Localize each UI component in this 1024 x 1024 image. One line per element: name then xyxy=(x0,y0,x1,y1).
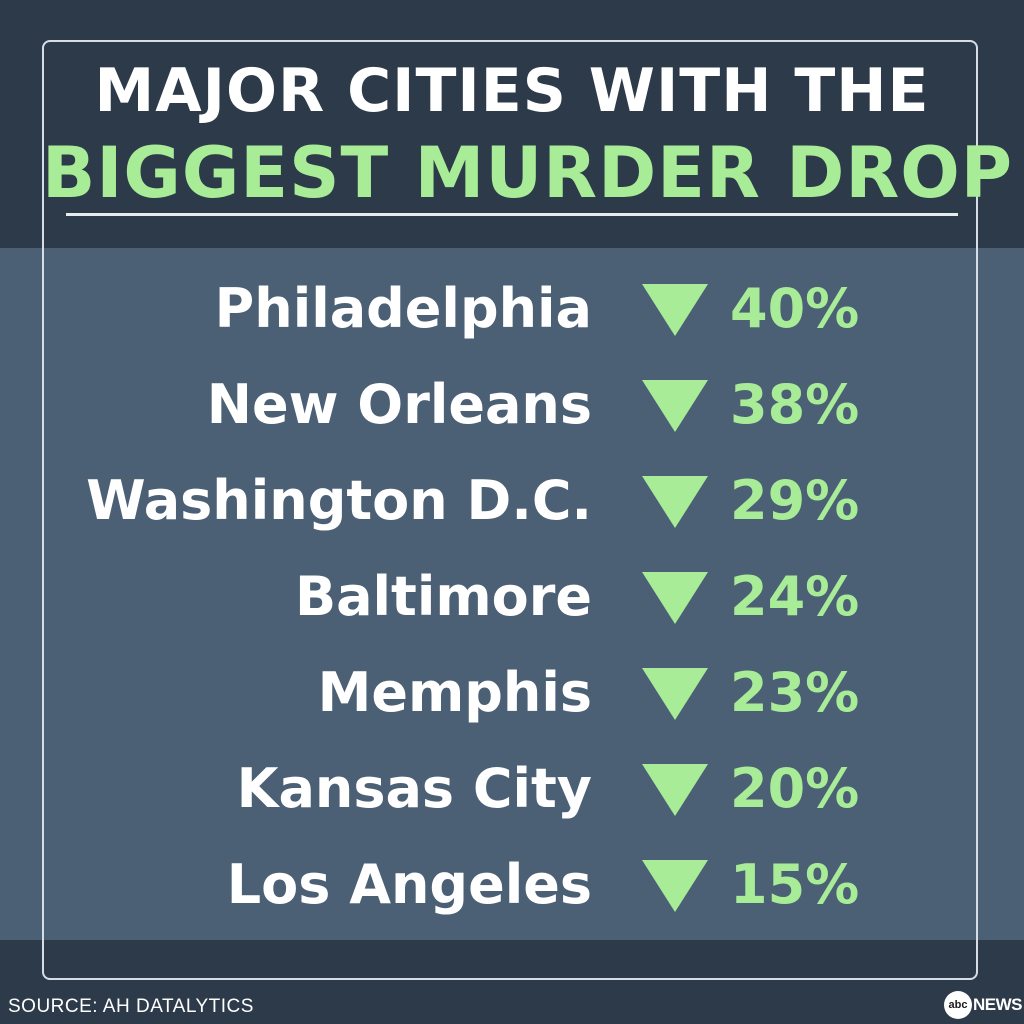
list-item: New Orleans 38% xyxy=(0,358,1024,454)
down-triangle-icon xyxy=(642,860,708,912)
news-logo-text: NEWS xyxy=(973,995,1023,1014)
card-frame xyxy=(42,40,978,980)
list-item: Memphis 23% xyxy=(0,646,1024,742)
abc-logo-circle: abc xyxy=(944,991,972,1019)
down-triangle-icon xyxy=(642,476,708,528)
source-credit: SOURCE: AH DATALYTICS xyxy=(8,996,254,1017)
list-item: Philadelphia 40% xyxy=(0,262,1024,358)
down-triangle-icon xyxy=(642,668,708,720)
city-name: Philadelphia xyxy=(214,277,592,340)
drop-percent: 38% xyxy=(730,373,860,436)
drop-percent: 20% xyxy=(730,757,860,820)
drop-percent: 24% xyxy=(730,565,860,628)
city-name: Kansas City xyxy=(236,757,592,820)
city-name: New Orleans xyxy=(206,373,592,436)
city-name: Baltimore xyxy=(294,565,592,628)
abc-news-logo: abc NEWS xyxy=(944,990,1023,1020)
footer-band xyxy=(0,940,1024,1024)
city-name: Los Angeles xyxy=(226,853,592,916)
down-triangle-icon xyxy=(642,284,708,336)
title-divider xyxy=(66,213,958,216)
drop-percent: 40% xyxy=(730,277,860,340)
list-item: Baltimore 24% xyxy=(0,550,1024,646)
down-triangle-icon xyxy=(642,380,708,432)
list-item: Los Angeles 15% xyxy=(0,838,1024,934)
title-line-1: MAJOR CITIES WITH THE xyxy=(94,56,930,126)
down-triangle-icon xyxy=(642,572,708,624)
title-line-2: BIGGEST MURDER DROP xyxy=(42,132,1014,214)
list-item: Washington D.C. 29% xyxy=(0,454,1024,550)
down-triangle-icon xyxy=(642,764,708,816)
drop-percent: 15% xyxy=(730,853,860,916)
drop-percent: 23% xyxy=(730,661,860,724)
content-band xyxy=(0,248,1024,940)
drop-percent: 29% xyxy=(730,469,860,532)
city-name: Memphis xyxy=(317,661,592,724)
list-item: Kansas City 20% xyxy=(0,742,1024,838)
city-name: Washington D.C. xyxy=(86,469,592,532)
